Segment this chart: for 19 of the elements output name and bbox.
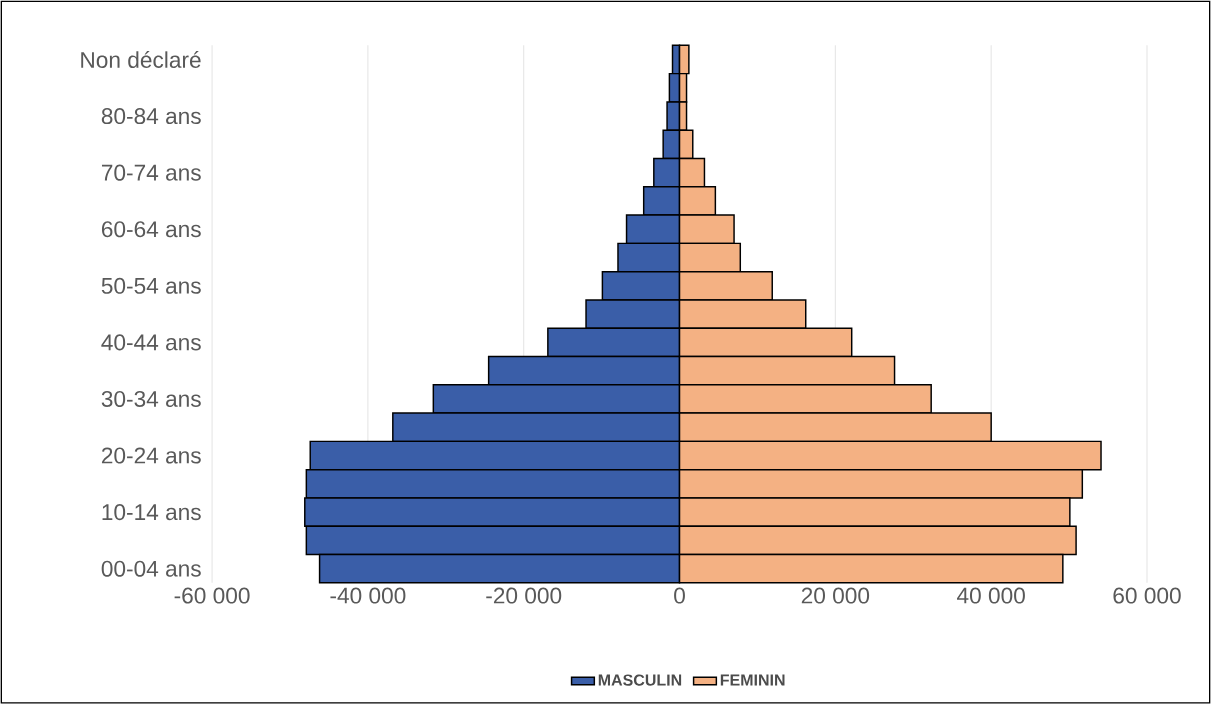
- y-tick-label: 80-84 ans: [101, 107, 201, 125]
- x-tick-label: 40 000: [957, 587, 1025, 604]
- y-tick-label: 70-74 ans: [101, 164, 201, 181]
- y-tick-label: 00-04 ans: [101, 560, 201, 577]
- x-tick-label: -60 000: [174, 587, 250, 604]
- y-tick-label: 10-14 ans: [102, 503, 201, 521]
- y-tick-label: 30-34 ans: [101, 390, 201, 407]
- legend-label: FEMININ: [720, 674, 785, 686]
- y-tick-label: Non déclaré: [81, 50, 201, 68]
- x-tick-label: 60 000: [1113, 587, 1181, 604]
- y-tick-label: 60-64 ans: [101, 221, 201, 238]
- x-tick-label: -20 000: [486, 587, 562, 604]
- legend-label: MASCULIN: [598, 674, 682, 686]
- x-tick-label: -40 000: [330, 587, 406, 604]
- x-tick-label: 0: [674, 587, 685, 604]
- y-tick-label: 50-54 ans: [101, 277, 201, 294]
- y-tick-label: 40-44 ans: [101, 334, 201, 351]
- y-tick-label: 20-24 ans: [101, 447, 201, 464]
- x-tick-label: 20 000: [801, 587, 870, 604]
